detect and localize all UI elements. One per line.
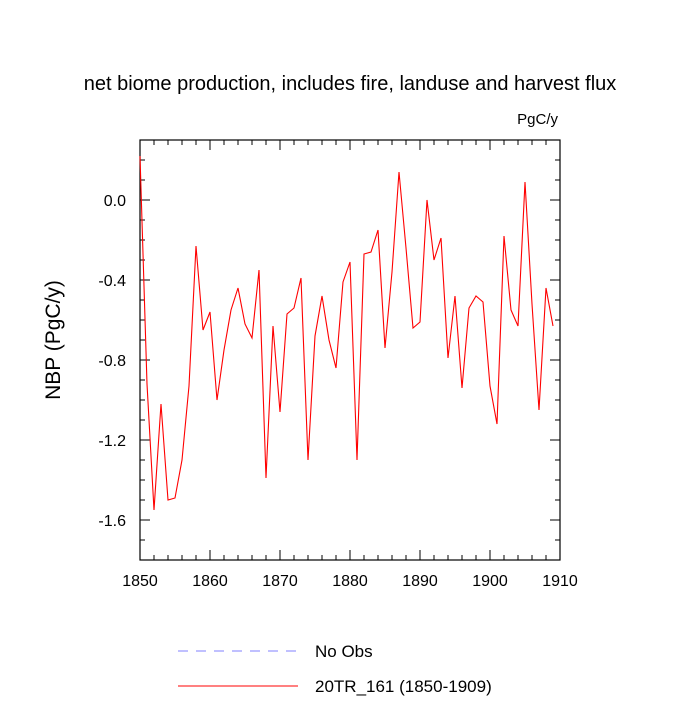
y-tick-label: -1.2 [98, 433, 126, 450]
x-tick-label: 1880 [332, 573, 368, 590]
x-tick-label: 1870 [262, 573, 298, 590]
y-tick-label: -0.4 [98, 273, 126, 290]
x-tick-label: 1910 [542, 573, 578, 590]
x-tick-label: 1890 [402, 573, 438, 590]
legend: No Obs 20TR_161 (1850-1909) [178, 642, 492, 696]
y-tick-label: -0.8 [98, 353, 126, 370]
chart-title: net biome production, includes fire, lan… [84, 73, 617, 95]
x-tick-label: 1900 [472, 573, 508, 590]
plot-area: 1850 1860 1870 1880 1890 1900 1910 -1.6 -1.2 -0.8… [98, 139, 578, 590]
plot-frame [139, 139, 561, 561]
x-tick-label: 1860 [192, 573, 228, 590]
y-tick-label: -1.6 [98, 513, 126, 530]
y-axis-label: NBP (PgC/y) [42, 280, 65, 400]
x-tick-label: 1850 [122, 573, 158, 590]
series-line [139, 155, 554, 511]
legend-label-series: 20TR_161 (1850-1909) [315, 677, 492, 696]
legend-label-no-obs: No Obs [315, 642, 373, 661]
y-tick-label: 0.0 [104, 193, 126, 210]
units-label: PgC/y [517, 111, 558, 128]
